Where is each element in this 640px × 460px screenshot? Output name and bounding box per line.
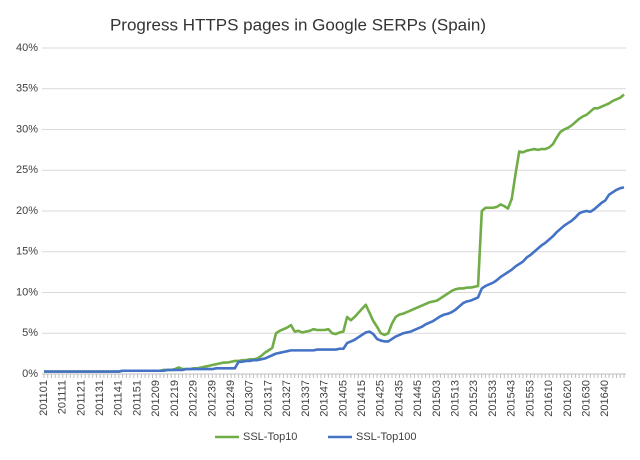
x-tick-label: 201141	[113, 380, 125, 416]
x-tick-label: 201445	[412, 380, 424, 417]
x-tick-label: 201239	[206, 380, 218, 417]
x-tick-label: 201347	[319, 380, 331, 417]
y-tick-label: 20%	[16, 205, 38, 217]
x-tick-label: 201327	[281, 380, 293, 417]
x-tick-label: 201209	[150, 380, 162, 417]
x-tick-label: 201405	[337, 380, 349, 417]
y-tick-label: 10%	[16, 286, 38, 298]
x-tick-label: 201111	[57, 380, 69, 414]
y-tick-label: 40%	[16, 42, 38, 54]
x-tick-label: 201630	[580, 380, 592, 417]
x-tick-label: 201620	[562, 380, 574, 417]
x-tick-label: 201229	[188, 380, 200, 417]
x-tick-label: 201425	[375, 380, 387, 417]
x-tick-label: 201523	[468, 380, 480, 417]
x-tick-label: 201151	[131, 380, 143, 416]
x-tick-label: 201249	[225, 380, 237, 417]
x-tick-label: 201533	[487, 380, 499, 417]
y-tick-label: 35%	[16, 83, 38, 95]
y-tick-label: 30%	[16, 123, 38, 135]
series-line	[44, 93, 625, 373]
x-tick-label: 201219	[169, 380, 181, 417]
x-tick-label: 201337	[300, 380, 312, 417]
x-tick-label: 201513	[450, 380, 462, 417]
x-tick-label: 201640	[599, 380, 611, 417]
legend-label: SSL-Top100	[356, 431, 417, 443]
x-tick-label: 201317	[262, 380, 274, 417]
x-tick-label: 201121	[75, 380, 87, 416]
x-tick-label: 201435	[393, 380, 405, 417]
x-tick-label: 201610	[543, 380, 555, 417]
y-tick-label: 15%	[16, 246, 38, 258]
legend-label: SSL-Top10	[243, 431, 297, 443]
x-tick-label: 201503	[431, 380, 443, 417]
series-line	[44, 186, 625, 373]
x-tick-label: 201307	[244, 380, 256, 417]
y-tick-label: 0%	[22, 368, 38, 380]
x-tick-label: 201415	[356, 380, 368, 417]
y-tick-label: 25%	[16, 164, 38, 176]
x-tick-label: 201101	[38, 380, 50, 416]
y-tick-label: 5%	[22, 327, 38, 339]
x-tick-label: 201543	[506, 380, 518, 417]
x-tick-label: 201553	[524, 380, 536, 417]
x-tick-label: 201131	[94, 380, 106, 416]
chart-title: Progress HTTPS pages in Google SERPs (Sp…	[110, 15, 486, 34]
